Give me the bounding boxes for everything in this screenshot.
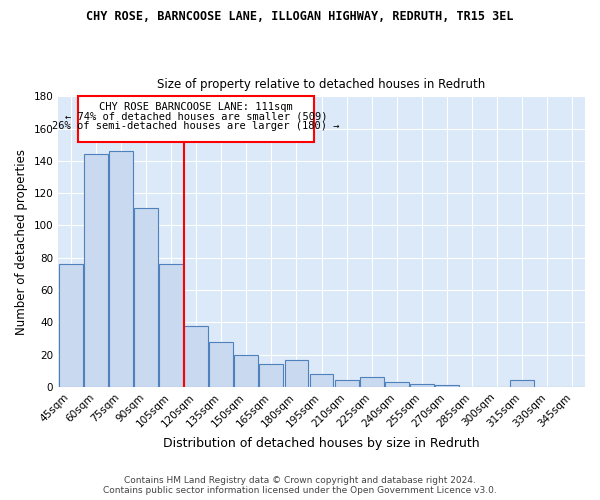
Bar	[159, 264, 183, 387]
Bar	[435, 386, 459, 387]
Bar	[259, 364, 283, 387]
X-axis label: Distribution of detached houses by size in Redruth: Distribution of detached houses by size …	[163, 437, 480, 450]
Text: ← 74% of detached houses are smaller (509): ← 74% of detached houses are smaller (50…	[65, 112, 328, 122]
Bar	[209, 342, 233, 387]
Text: CHY ROSE BARNCOOSE LANE: 111sqm: CHY ROSE BARNCOOSE LANE: 111sqm	[99, 102, 293, 112]
Bar	[84, 154, 108, 387]
Bar	[184, 326, 208, 387]
Text: 26% of semi-detached houses are larger (180) →: 26% of semi-detached houses are larger (…	[52, 122, 340, 132]
Bar	[284, 360, 308, 387]
Title: Size of property relative to detached houses in Redruth: Size of property relative to detached ho…	[157, 78, 486, 91]
Bar	[385, 382, 409, 387]
Bar	[335, 380, 359, 387]
Bar	[134, 208, 158, 387]
Bar	[410, 384, 434, 387]
FancyBboxPatch shape	[78, 96, 314, 142]
Text: Contains HM Land Registry data © Crown copyright and database right 2024.
Contai: Contains HM Land Registry data © Crown c…	[103, 476, 497, 495]
Text: CHY ROSE, BARNCOOSE LANE, ILLOGAN HIGHWAY, REDRUTH, TR15 3EL: CHY ROSE, BARNCOOSE LANE, ILLOGAN HIGHWA…	[86, 10, 514, 23]
Bar	[360, 378, 383, 387]
Bar	[511, 380, 534, 387]
Bar	[59, 264, 83, 387]
Bar	[109, 151, 133, 387]
Bar	[235, 354, 258, 387]
Y-axis label: Number of detached properties: Number of detached properties	[15, 148, 28, 334]
Bar	[310, 374, 334, 387]
